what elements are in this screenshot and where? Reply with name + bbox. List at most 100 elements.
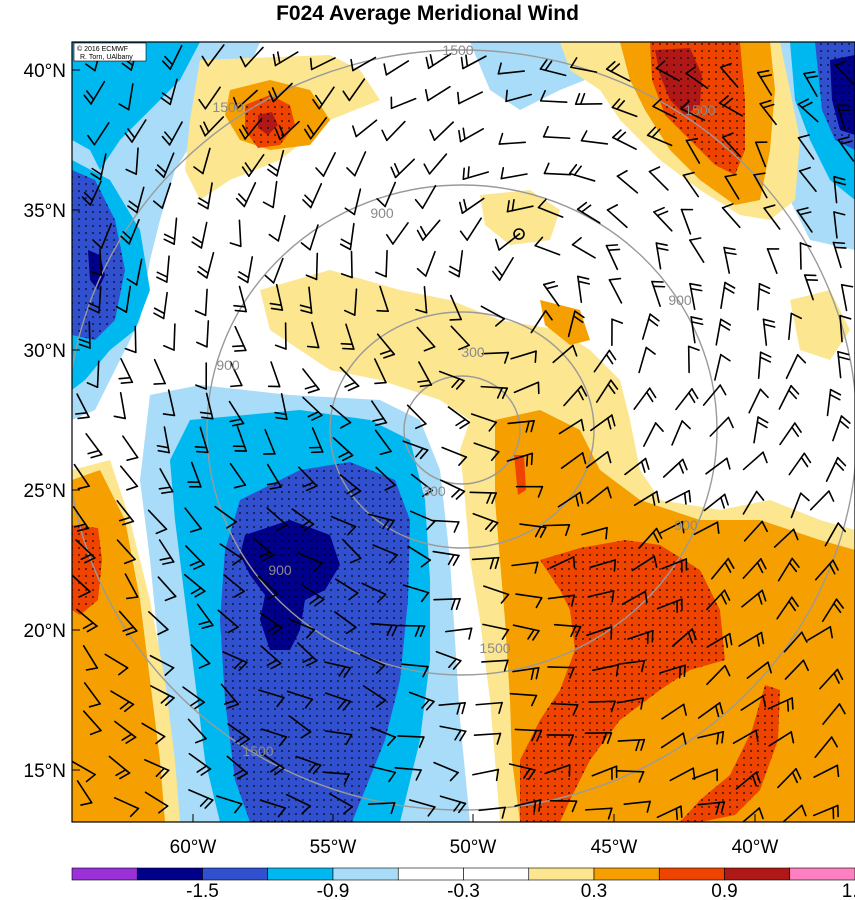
wind-barb bbox=[702, 384, 727, 406]
wind-barb bbox=[274, 393, 288, 421]
wind-barb bbox=[232, 325, 247, 352]
wind-barb bbox=[369, 765, 397, 783]
wind-barb bbox=[784, 659, 809, 680]
wind-barb bbox=[368, 513, 395, 531]
wind-barb bbox=[340, 323, 355, 350]
wind-barb bbox=[226, 755, 249, 780]
wind-barb bbox=[581, 526, 608, 540]
wind-barb bbox=[568, 163, 596, 182]
wind-barb bbox=[813, 764, 840, 778]
wind-barb bbox=[832, 241, 847, 269]
wind-barb bbox=[394, 766, 422, 781]
wind-barb bbox=[571, 236, 596, 259]
wind-barb bbox=[544, 764, 571, 777]
wind-barb bbox=[390, 96, 417, 110]
wind-barb bbox=[606, 204, 628, 229]
wind-barb bbox=[514, 728, 543, 742]
wind-barb bbox=[402, 440, 429, 460]
wind-barb bbox=[595, 379, 619, 403]
negative-light-region bbox=[72, 42, 200, 170]
wind-barb bbox=[746, 661, 772, 679]
wind-barb bbox=[470, 413, 498, 432]
wind-barb bbox=[302, 182, 323, 209]
wind-barb bbox=[826, 388, 842, 417]
wind-barb bbox=[299, 286, 313, 314]
wind-barb bbox=[837, 350, 850, 379]
wind-barb bbox=[306, 321, 320, 349]
wind-barb bbox=[289, 715, 312, 739]
wind-barb bbox=[432, 519, 460, 533]
wind-barb bbox=[72, 506, 90, 532]
wind-barb bbox=[217, 609, 239, 634]
wind-barb bbox=[416, 326, 436, 352]
wind-barb bbox=[324, 661, 352, 678]
wind-barb bbox=[439, 795, 467, 814]
wind-barb bbox=[643, 422, 664, 447]
wind-barb bbox=[705, 457, 731, 475]
wind-barb bbox=[718, 95, 744, 117]
wind-barb bbox=[185, 545, 205, 570]
wind-barb bbox=[229, 462, 247, 489]
wind-barb bbox=[617, 659, 646, 673]
wind-barb bbox=[262, 180, 278, 209]
positive-light-region bbox=[540, 300, 590, 345]
wind-barb bbox=[721, 203, 741, 229]
wind-barb bbox=[104, 653, 129, 676]
wind-barb bbox=[706, 632, 733, 648]
wind-barb bbox=[144, 759, 170, 779]
wind-barb bbox=[481, 659, 509, 672]
wind-barb bbox=[193, 147, 211, 175]
wind-barb bbox=[383, 60, 410, 76]
wind-barb bbox=[113, 391, 126, 420]
wind-barb bbox=[286, 690, 314, 709]
wind-barb bbox=[738, 631, 765, 647]
colorbar-label: 0.9 bbox=[711, 881, 737, 900]
range-ring-label: 300 bbox=[422, 483, 446, 499]
wind-barb bbox=[825, 456, 847, 482]
longitude-axis bbox=[192, 814, 756, 822]
wind-barb bbox=[682, 171, 700, 198]
wind-barb bbox=[406, 404, 427, 430]
wind-barb bbox=[275, 120, 300, 141]
wind-barb bbox=[435, 650, 462, 670]
wind-barb bbox=[330, 515, 357, 536]
wind-barb bbox=[409, 510, 436, 531]
wind-barb bbox=[662, 458, 688, 478]
wind-barb bbox=[822, 703, 846, 725]
wind-barb bbox=[450, 325, 470, 351]
wind-barb bbox=[328, 792, 354, 815]
wind-barb bbox=[665, 489, 692, 505]
wind-barb bbox=[671, 420, 691, 446]
wind-barb bbox=[260, 728, 288, 747]
wind-barb bbox=[352, 119, 378, 138]
wind-barb bbox=[153, 291, 168, 320]
wind-barb bbox=[714, 353, 731, 381]
wind-barb bbox=[329, 404, 352, 429]
wind-barb bbox=[90, 153, 107, 181]
wind-barb bbox=[735, 771, 761, 790]
range-ring-label: 900 bbox=[370, 205, 394, 221]
wind-barb bbox=[126, 258, 143, 286]
wind-barb bbox=[819, 668, 844, 690]
wind-barb bbox=[616, 697, 644, 710]
wind-barb bbox=[777, 557, 800, 582]
wind-barb bbox=[697, 702, 724, 719]
wind-barb bbox=[577, 275, 591, 304]
wind-barb bbox=[709, 416, 734, 437]
wind-barb bbox=[339, 222, 355, 251]
wind-barb bbox=[824, 522, 847, 547]
wind-barb bbox=[742, 490, 765, 515]
wind-barb bbox=[534, 236, 561, 256]
wind-barb bbox=[530, 310, 553, 334]
wind-barb bbox=[796, 207, 813, 233]
range-ring-label: 900 bbox=[268, 562, 292, 578]
wind-barb bbox=[268, 82, 293, 103]
wind-barb bbox=[586, 626, 613, 639]
range-ring-label: 1500 bbox=[212, 99, 243, 115]
wind-barb bbox=[641, 313, 660, 340]
wind-barb bbox=[627, 629, 654, 645]
wind-barb bbox=[560, 452, 587, 469]
colorbar-swatch bbox=[397, 867, 464, 881]
wind-barb bbox=[608, 277, 623, 304]
wind-barb bbox=[492, 257, 514, 281]
